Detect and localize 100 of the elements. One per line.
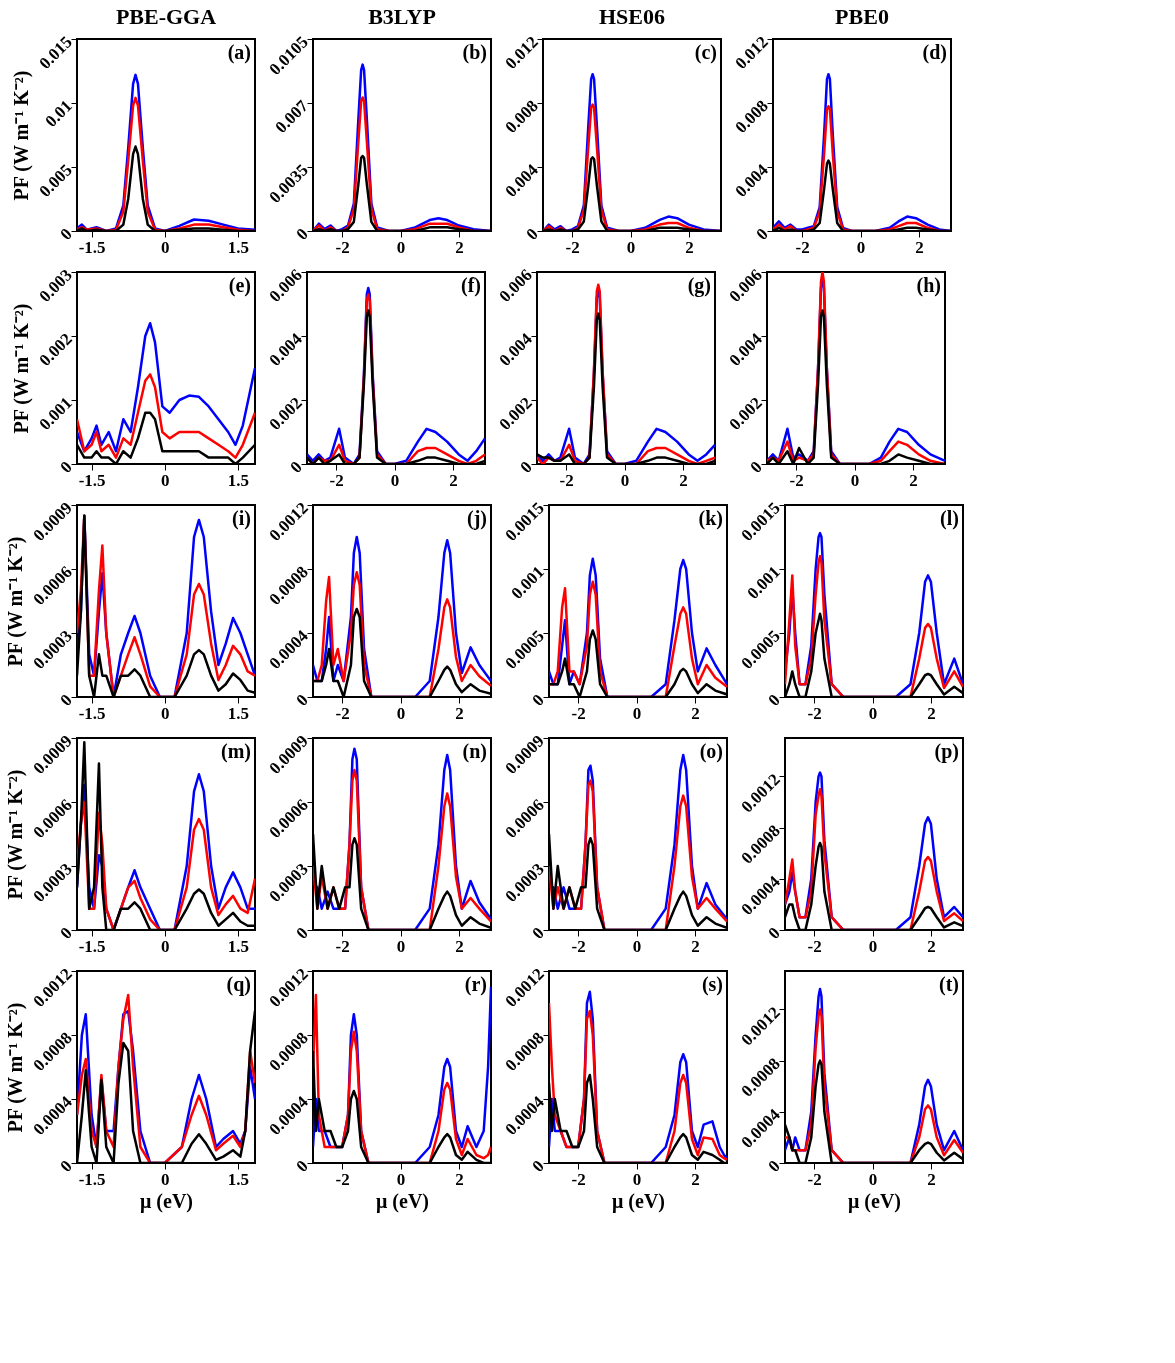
y-axis-title: PF (W m⁻¹ K⁻²) xyxy=(10,70,34,201)
chart-title: HSE06 xyxy=(598,3,666,29)
annotation: (f) xyxy=(461,274,481,297)
y-tick-label: 0 xyxy=(764,1156,784,1176)
annotation: (c) xyxy=(694,41,717,64)
x-tick-label: -2 xyxy=(335,1169,350,1189)
x-tick-label: 0 xyxy=(396,1169,406,1189)
x-tick-label: 2 xyxy=(915,237,924,257)
x-tick-label: 0 xyxy=(161,470,170,490)
y-axis-title: PF (W m⁻¹ K⁻²) xyxy=(4,1002,28,1133)
x-tick-label: -1.5 xyxy=(78,237,106,257)
x-tick-label: 0 xyxy=(632,703,642,723)
x-tick-label: 2 xyxy=(449,470,458,490)
y-tick-label: 0 xyxy=(528,690,548,710)
x-tick-label: 0 xyxy=(161,936,170,956)
y-tick-label: 0 xyxy=(56,923,76,943)
y-tick-label: 0 xyxy=(292,1156,312,1176)
x-tick-label: 0 xyxy=(390,470,400,490)
x-tick-label: 2 xyxy=(455,703,464,723)
x-tick-label: -2 xyxy=(789,470,804,490)
x-tick-label: -2 xyxy=(559,470,574,490)
y-tick-label: 0.01 xyxy=(41,96,76,131)
x-axis-title: μ (eV) xyxy=(612,1189,665,1213)
chart-title: PBE0 xyxy=(835,3,889,29)
x-tick-label: 1.5 xyxy=(227,703,250,723)
x-tick-label: 0 xyxy=(868,703,878,723)
x-tick-label: 1.5 xyxy=(227,237,250,257)
x-tick-label: 1.5 xyxy=(227,470,250,490)
x-axis-title: μ (eV) xyxy=(848,1189,901,1213)
x-tick-label: 0 xyxy=(868,1169,878,1189)
y-tick-label: 0 xyxy=(292,224,312,244)
y-tick-label: 0 xyxy=(522,224,542,244)
annotation: (m) xyxy=(221,740,251,763)
y-tick-label: 0 xyxy=(292,690,312,710)
x-tick-label: 2 xyxy=(927,703,936,723)
x-tick-label: -1.5 xyxy=(78,1169,106,1189)
x-tick-label: -2 xyxy=(329,470,344,490)
x-tick-label: -2 xyxy=(807,703,822,723)
y-tick-label: 0 xyxy=(516,457,536,477)
y-tick-label: 0 xyxy=(528,923,548,943)
y-tick-label: 0 xyxy=(752,224,772,244)
y-axis-title: PF (W m⁻¹ K⁻²) xyxy=(4,536,28,667)
y-tick-label: 0 xyxy=(56,224,76,244)
annotation: (j) xyxy=(467,507,487,530)
annotation: (g) xyxy=(687,274,711,297)
x-tick-label: -2 xyxy=(807,1169,822,1189)
annotation: (e) xyxy=(228,274,251,297)
x-tick-label: 0 xyxy=(632,1169,642,1189)
x-tick-label: 0 xyxy=(161,1169,170,1189)
x-tick-label: 2 xyxy=(691,1169,700,1189)
x-tick-label: -2 xyxy=(807,936,822,956)
y-axis-title: PF (W m⁻¹ K⁻²) xyxy=(10,303,34,434)
x-tick-label: 0 xyxy=(626,237,636,257)
annotation: (t) xyxy=(939,973,959,996)
x-tick-label: 0 xyxy=(161,703,170,723)
x-tick-label: -2 xyxy=(335,936,350,956)
y-axis-title: PF (W m⁻¹ K⁻²) xyxy=(4,769,28,900)
x-tick-label: 0 xyxy=(620,470,630,490)
annotation: (o) xyxy=(699,740,723,763)
x-tick-label: 0 xyxy=(632,936,642,956)
y-tick-label: 0 xyxy=(764,923,784,943)
y-tick-label: 0 xyxy=(764,690,784,710)
x-tick-label: 2 xyxy=(455,237,464,257)
y-tick-label: 0 xyxy=(56,690,76,710)
x-tick-label: 2 xyxy=(691,936,700,956)
x-tick-label: 0 xyxy=(161,237,170,257)
x-tick-label: -2 xyxy=(335,237,350,257)
x-tick-label: -2 xyxy=(571,703,586,723)
annotation: (a) xyxy=(227,41,251,64)
annotation: (n) xyxy=(462,740,487,763)
x-tick-label: 0 xyxy=(850,470,860,490)
x-tick-label: 2 xyxy=(691,703,700,723)
y-tick-label: 0 xyxy=(746,457,766,477)
chart-title: B3LYP xyxy=(368,3,436,29)
x-tick-label: 1.5 xyxy=(227,1169,250,1189)
y-tick-label: 0 xyxy=(286,457,306,477)
x-tick-label: -1.5 xyxy=(78,936,106,956)
x-tick-label: -1.5 xyxy=(78,470,106,490)
x-tick-label: -2 xyxy=(335,703,350,723)
y-tick-label: 0 xyxy=(528,1156,548,1176)
x-tick-label: 2 xyxy=(927,936,936,956)
x-tick-label: -2 xyxy=(571,936,586,956)
x-tick-label: -2 xyxy=(565,237,580,257)
y-tick-label: 0 xyxy=(56,1156,76,1176)
x-axis-title: μ (eV) xyxy=(140,1189,193,1213)
x-tick-label: 1.5 xyxy=(227,936,250,956)
x-tick-label: 0 xyxy=(396,237,406,257)
annotation: (k) xyxy=(698,507,723,530)
annotation: (b) xyxy=(462,41,487,64)
x-tick-label: 2 xyxy=(455,936,464,956)
annotation: (i) xyxy=(232,507,251,530)
y-tick-label: 0 xyxy=(292,923,312,943)
annotation: (r) xyxy=(464,973,487,996)
x-tick-label: 0 xyxy=(868,936,878,956)
x-tick-label: 0 xyxy=(396,703,406,723)
x-axis-title: μ (eV) xyxy=(376,1189,429,1213)
x-tick-label: 2 xyxy=(685,237,694,257)
chart-title: PBE-GGA xyxy=(115,3,217,29)
x-tick-label: -2 xyxy=(795,237,810,257)
x-tick-label: 2 xyxy=(679,470,688,490)
